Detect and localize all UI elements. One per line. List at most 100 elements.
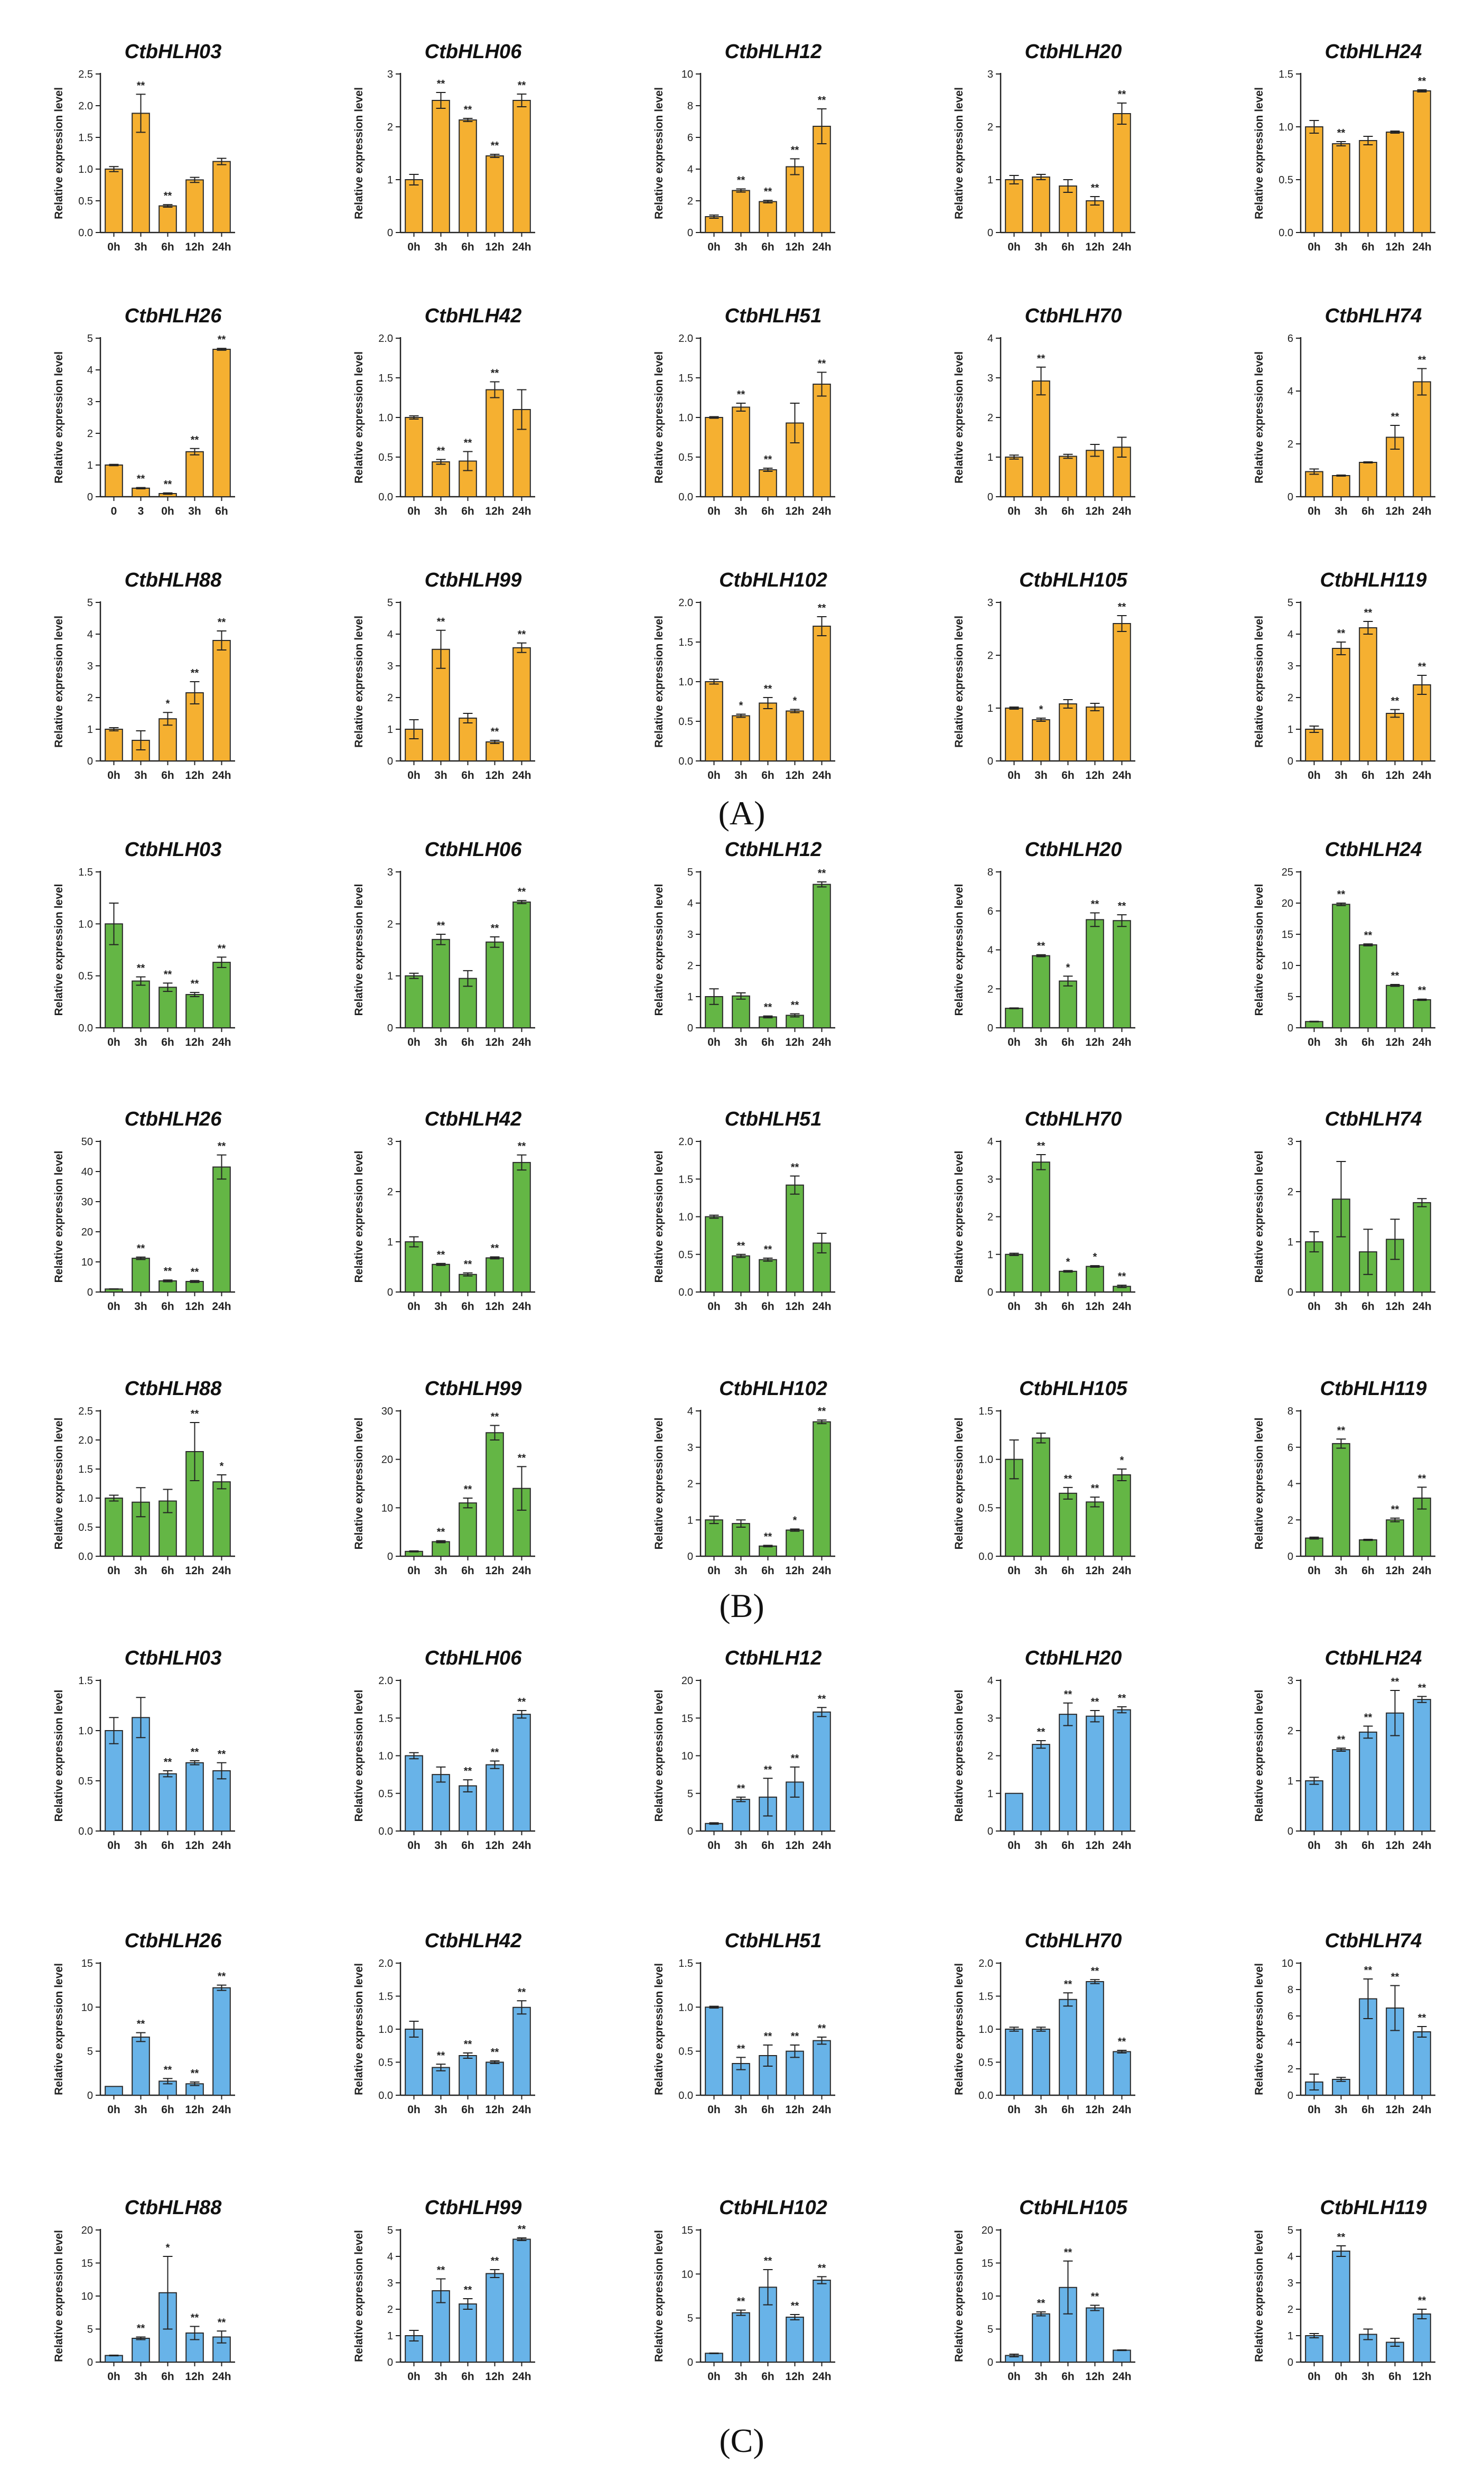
bar-24h xyxy=(813,1421,831,1557)
bar-24h xyxy=(212,1481,231,1557)
x-tick-label: 12h xyxy=(1085,241,1104,253)
chart-title: CtbHLH74 xyxy=(1325,305,1422,327)
x-tick-label: 3h xyxy=(134,1300,147,1313)
y-axis-label: Relative expression level xyxy=(1253,351,1265,484)
significance-marker: ** xyxy=(164,969,172,980)
x-tick-label: 6h xyxy=(1061,1036,1075,1048)
x-tick-label: 6h xyxy=(1061,2371,1075,2383)
y-axis-label: Relative expression level xyxy=(953,351,965,484)
x-tick-label: 3h xyxy=(1034,1839,1048,1852)
bar-0h xyxy=(405,2029,423,2096)
y-tick-label: 1.0 xyxy=(978,1454,993,1466)
significance-marker: ** xyxy=(1364,930,1373,941)
significance-marker: ** xyxy=(218,334,226,346)
y-tick-label: 1 xyxy=(87,460,93,471)
significance-marker: * xyxy=(1066,1256,1070,1268)
y-tick-label: 0.0 xyxy=(1278,227,1293,239)
y-tick-label: 3 xyxy=(987,1713,993,1724)
chart-title: CtbHLH42 xyxy=(425,1108,522,1130)
y-tick-label: 1 xyxy=(987,1788,993,1800)
x-tick-label: 0h xyxy=(1007,241,1021,253)
significance-marker: ** xyxy=(518,629,526,640)
significance-marker: ** xyxy=(791,2031,799,2042)
x-tick-label: 0h xyxy=(161,505,174,517)
y-tick-label: 10 xyxy=(682,1751,693,1762)
significance-marker: ** xyxy=(464,1484,472,1495)
bar-12h xyxy=(1386,713,1404,761)
bar-6h xyxy=(1359,1539,1377,1557)
y-tick-label: 5 xyxy=(987,2324,993,2336)
bar-6h xyxy=(459,1502,477,1557)
significance-marker: ** xyxy=(437,920,445,932)
chart-title: CtbHLH12 xyxy=(725,1647,822,1669)
y-axis-label: Relative expression level xyxy=(953,87,965,219)
y-axis-label: Relative expression level xyxy=(353,2230,365,2362)
bar-0h xyxy=(1005,457,1023,497)
x-tick-label: 6h xyxy=(1061,1300,1075,1313)
significance-marker: ** xyxy=(137,473,145,485)
significance-marker: ** xyxy=(1091,1696,1099,1708)
y-tick-label: 0.0 xyxy=(78,1551,93,1563)
bar-24h xyxy=(813,2040,831,2096)
x-tick-label: 3h xyxy=(134,1565,147,1577)
x-tick-label: 3h xyxy=(1334,505,1348,517)
y-tick-label: 20 xyxy=(381,1454,393,1466)
significance-marker: ** xyxy=(818,1406,826,1417)
significance-marker: ** xyxy=(491,1411,499,1423)
y-tick-label: 4 xyxy=(1287,386,1293,397)
x-tick-label: 24h xyxy=(1112,2371,1131,2383)
x-tick-label: 24h xyxy=(812,769,831,782)
bar-24h xyxy=(512,1714,531,1832)
chart-title: CtbHLH26 xyxy=(125,1108,222,1130)
y-tick-label: 2.0 xyxy=(378,333,393,345)
bar-3h xyxy=(1032,955,1050,1028)
bar-24h xyxy=(212,161,231,233)
x-tick-label: 12h xyxy=(1085,2104,1104,2116)
y-axis-label: Relative expression level xyxy=(1253,87,1265,219)
y-tick-label: 5 xyxy=(387,2225,393,2236)
y-tick-label: 0.0 xyxy=(678,491,693,503)
x-tick-label: 3h xyxy=(134,2104,147,2116)
x-tick-label: 24h xyxy=(512,241,531,253)
bar-6h xyxy=(1359,944,1377,1029)
y-tick-label: 2 xyxy=(387,692,393,704)
x-tick-label: 0h xyxy=(107,2371,120,2383)
significance-marker: * xyxy=(793,1514,797,1526)
y-tick-label: 1 xyxy=(987,452,993,463)
x-tick-label: 6h xyxy=(161,1300,174,1313)
x-tick-label: 3h xyxy=(734,505,748,517)
y-tick-label: 0 xyxy=(87,491,93,503)
bar-24h xyxy=(1413,90,1431,233)
x-tick-label: 6h xyxy=(461,1300,474,1313)
bar-12h xyxy=(486,941,504,1028)
panel-label-A: (A) xyxy=(718,794,766,832)
bar-6h xyxy=(1359,1731,1377,1832)
x-tick-label: 12h xyxy=(1385,505,1404,517)
x-tick-label: 24h xyxy=(812,1300,831,1313)
significance-marker: ** xyxy=(818,95,826,106)
bar-0h xyxy=(705,2006,723,2096)
x-tick-label: 6h xyxy=(461,1036,474,1048)
x-tick-label: 12h xyxy=(1385,1036,1404,1048)
significance-marker: ** xyxy=(1037,941,1046,952)
significance-marker: ** xyxy=(818,602,826,614)
x-tick-label: 24h xyxy=(212,2371,231,2383)
y-tick-label: 20 xyxy=(682,1675,693,1687)
x-tick-label: 6h xyxy=(1361,2104,1375,2116)
y-tick-label: 2.5 xyxy=(78,69,93,80)
bar-3h xyxy=(132,113,150,233)
bar-6h xyxy=(759,1545,777,1557)
chart-title: CtbHLH06 xyxy=(425,1647,522,1669)
significance-marker: ** xyxy=(1418,1682,1426,1694)
bar-6h xyxy=(158,1773,177,1832)
x-tick-label: 12h xyxy=(485,769,504,782)
x-tick-label: 6h xyxy=(161,1036,174,1048)
x-tick-label: 3h xyxy=(1334,1839,1348,1852)
x-tick-label: 12h xyxy=(185,2371,204,2383)
x-tick-label: 12h xyxy=(1085,505,1104,517)
bar-12h xyxy=(1386,984,1404,1029)
y-tick-label: 0 xyxy=(987,1023,993,1034)
significance-marker: ** xyxy=(1418,985,1426,997)
x-tick-label: 0h xyxy=(107,241,120,253)
panel-label-B: (B) xyxy=(719,1587,764,1624)
